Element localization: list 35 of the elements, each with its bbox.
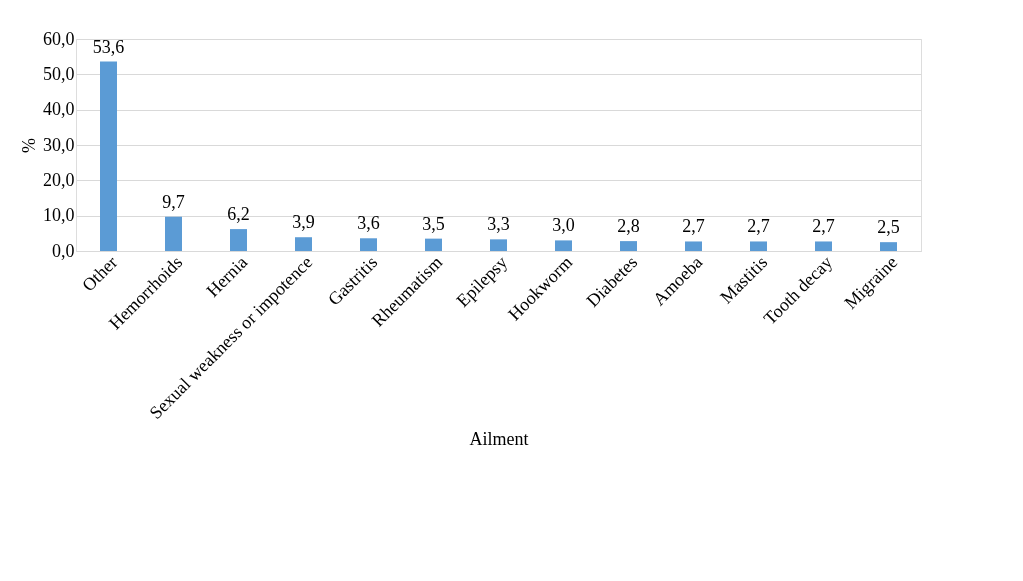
data-label: 2,7 xyxy=(812,216,835,237)
bar xyxy=(685,241,702,251)
bar xyxy=(555,240,572,251)
x-axis-title: Ailment xyxy=(469,428,529,449)
bar xyxy=(360,238,377,251)
y-tick-label: 20,0 xyxy=(43,169,75,190)
data-label: 2,7 xyxy=(682,216,705,237)
data-label: 3,6 xyxy=(357,213,380,234)
y-axis-title: % xyxy=(19,138,39,153)
bar xyxy=(295,237,312,251)
bar xyxy=(100,61,117,251)
y-tick-label: 0,0 xyxy=(52,240,75,261)
y-tick-label: 40,0 xyxy=(43,99,75,120)
bar xyxy=(425,238,442,251)
y-tick-label: 60,0 xyxy=(43,28,75,49)
data-label: 2,7 xyxy=(747,216,770,237)
data-label: 3,3 xyxy=(487,214,510,235)
bar xyxy=(880,242,897,251)
data-label: 2,8 xyxy=(617,216,640,237)
data-label: 3,9 xyxy=(292,212,315,233)
data-label: 3,0 xyxy=(552,215,575,236)
bar xyxy=(165,216,182,251)
bar xyxy=(620,241,637,251)
data-label: 2,5 xyxy=(877,217,900,238)
data-label: 9,7 xyxy=(162,191,185,212)
bar xyxy=(230,229,247,251)
bar xyxy=(490,239,507,251)
data-label: 53,6 xyxy=(92,36,125,57)
y-tick-label: 30,0 xyxy=(43,134,75,155)
y-tick-label: 10,0 xyxy=(43,205,75,226)
y-tick-label: 50,0 xyxy=(43,63,75,84)
bar xyxy=(750,241,767,251)
data-label: 3,5 xyxy=(422,213,445,234)
data-label: 6,2 xyxy=(227,204,250,225)
bar xyxy=(815,241,832,251)
